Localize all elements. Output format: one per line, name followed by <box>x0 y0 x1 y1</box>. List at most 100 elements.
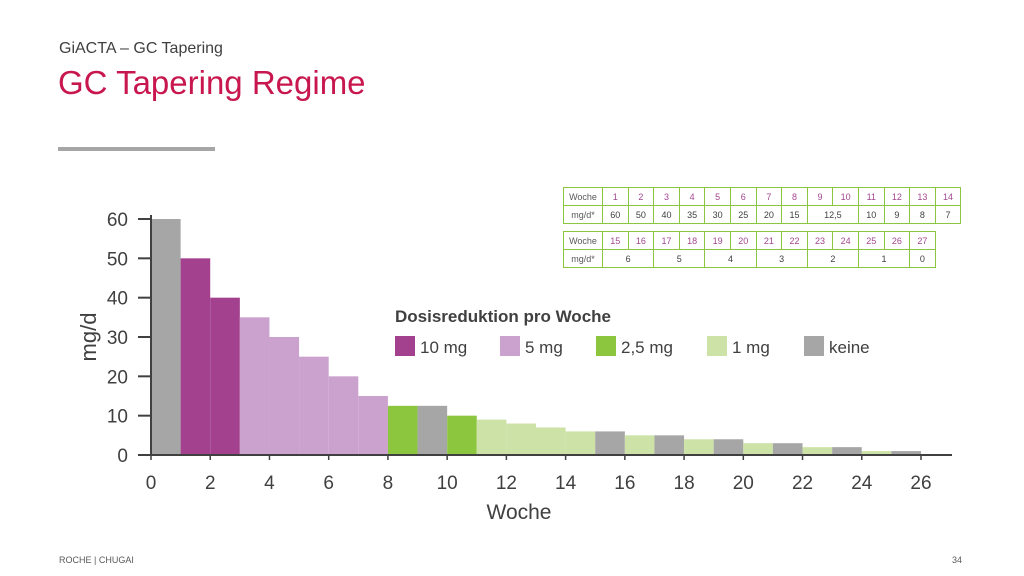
x-tick-label: 8 <box>383 473 394 494</box>
dose-table-weeks-15-27: Woche 15 16 17 18 19 20 21 22 23 24 25 26 27 mg/d* 6 5 4 3… <box>563 231 936 268</box>
bar-week-18 <box>654 435 685 455</box>
x-tick-label: 4 <box>264 473 275 494</box>
bar-week-22 <box>772 443 803 455</box>
table-cell-dose: 2 <box>806 249 859 268</box>
bar-week-5 <box>269 337 300 455</box>
x-tick-label: 22 <box>792 473 813 494</box>
y-tick-label: 10 <box>107 407 128 428</box>
bar-week-26 <box>891 451 921 455</box>
table-cell-week: 7 <box>755 187 783 206</box>
table-cell-dose: 30 <box>704 205 731 224</box>
x-tick-label: 12 <box>496 473 517 494</box>
table-cell-dose: 7 <box>934 205 962 224</box>
table-cell-week: 4 <box>678 187 706 206</box>
table-cell-week: 20 <box>729 231 757 250</box>
table-cell-week: 12 <box>883 187 911 206</box>
x-tick-label: 16 <box>614 473 635 494</box>
legend-swatch-4 <box>707 336 727 356</box>
bar-week-14 <box>536 427 566 455</box>
table-row-dose: mg/d* 60 50 40 35 30 25 20 15 12,5 10 9 8 7 <box>563 205 962 224</box>
bar-week-12 <box>476 419 507 455</box>
table-cell-week: 26 <box>883 231 911 250</box>
legend-label-2: 5 mg <box>525 338 563 357</box>
y-tick-label: 30 <box>107 328 128 349</box>
table-row-dose: mg/d* 6 5 4 3 2 1 0 <box>563 249 936 268</box>
table-cell-week: 2 <box>627 187 655 206</box>
table-cell-dose: 25 <box>729 205 757 224</box>
table-cell-week: 14 <box>934 187 962 206</box>
bar-week-4 <box>239 317 270 455</box>
bar-week-17 <box>624 435 655 455</box>
bar-week-21 <box>743 443 773 455</box>
bar-week-8 <box>358 396 388 455</box>
table-cell-dose: 5 <box>653 249 706 268</box>
x-tick-label: 26 <box>910 473 931 494</box>
legend-label-4: 1 mg <box>732 338 770 357</box>
bar-week-15 <box>565 431 596 455</box>
legend-label-1: 10 mg <box>420 338 467 357</box>
table-cell-dose: 3 <box>755 249 808 268</box>
legend-title: Dosisreduktion pro Woche <box>395 307 611 326</box>
x-tick-label: 6 <box>323 473 334 494</box>
y-axis-title: mg/d <box>76 313 101 362</box>
table-cell-dose: 40 <box>653 205 680 224</box>
dose-table-weeks-1-14: Woche 1 2 3 4 5 6 7 8 9 10 11 12 13 14 mg/d* 60 50 40 35 30 2… <box>563 187 962 224</box>
slide-title: GC Tapering Regime <box>58 64 366 101</box>
table-header-woche: Woche <box>563 187 603 206</box>
table-cell-dose: 4 <box>704 249 757 268</box>
x-tick-label: 24 <box>851 473 873 494</box>
x-tick-label: 10 <box>437 473 458 494</box>
y-tick-label: 20 <box>107 367 128 388</box>
table-cell-week: 18 <box>678 231 706 250</box>
bar-week-16 <box>595 431 625 455</box>
x-axis-title: Woche <box>487 501 552 524</box>
legend-swatch-1 <box>395 336 415 356</box>
table-cell-week: 8 <box>781 187 808 206</box>
table-cell-week: 17 <box>653 231 680 250</box>
y-tick-label: 0 <box>117 446 128 467</box>
table-cell-dose: 15 <box>781 205 808 224</box>
table-cell-dose: 1 <box>857 249 911 268</box>
table-cell-week: 10 <box>832 187 859 206</box>
table-header-mgd: mg/d* <box>563 205 603 224</box>
table-header-mgd: mg/d* <box>563 249 603 268</box>
table-cell-week: 21 <box>755 231 783 250</box>
table-cell-week: 27 <box>909 231 936 250</box>
table-cell-dose: 60 <box>602 205 629 224</box>
y-tick-label: 60 <box>107 210 128 231</box>
bar-week-1 <box>151 219 181 455</box>
table-cell-week: 1 <box>602 187 629 206</box>
table-cell-week: 19 <box>704 231 731 250</box>
bar-week-6 <box>299 356 329 455</box>
table-cell-dose: 8 <box>909 205 936 224</box>
table-cell-dose: 20 <box>755 205 783 224</box>
page-number: 34 <box>952 555 963 565</box>
x-tick-label: 20 <box>733 473 754 494</box>
table-cell-week: 11 <box>857 187 885 206</box>
table-cell-week: 15 <box>602 231 629 250</box>
bar-week-2 <box>180 258 211 455</box>
table-cell-week: 3 <box>653 187 680 206</box>
table-cell-dose: 6 <box>601 249 655 268</box>
slide-supertitle: GiACTA – GC Tapering <box>59 40 223 57</box>
x-tick-label: 18 <box>674 473 695 494</box>
table-cell-week: 5 <box>704 187 731 206</box>
table-cell-dose: 35 <box>678 205 706 224</box>
table-header-woche: Woche <box>563 231 603 250</box>
bar-week-23 <box>802 447 833 455</box>
bar-week-9 <box>387 405 418 455</box>
legend-label-3: 2,5 mg <box>621 338 673 357</box>
bar-week-20 <box>713 439 744 455</box>
table-cell-week: 24 <box>832 231 859 250</box>
table-cell-week: 23 <box>806 231 834 250</box>
table-cell-week: 22 <box>781 231 808 250</box>
legend-swatch-3 <box>596 336 616 356</box>
x-tick-label: 14 <box>555 473 577 494</box>
table-cell-dose: 10 <box>857 205 885 224</box>
table-cell-week: 25 <box>857 231 885 250</box>
bar-week-19 <box>684 439 714 455</box>
legend-swatch-2 <box>500 336 520 356</box>
title-underline <box>58 147 215 151</box>
table-cell-dose: 9 <box>883 205 911 224</box>
